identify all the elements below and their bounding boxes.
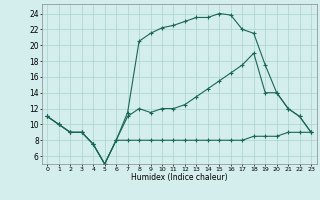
X-axis label: Humidex (Indice chaleur): Humidex (Indice chaleur) (131, 173, 228, 182)
